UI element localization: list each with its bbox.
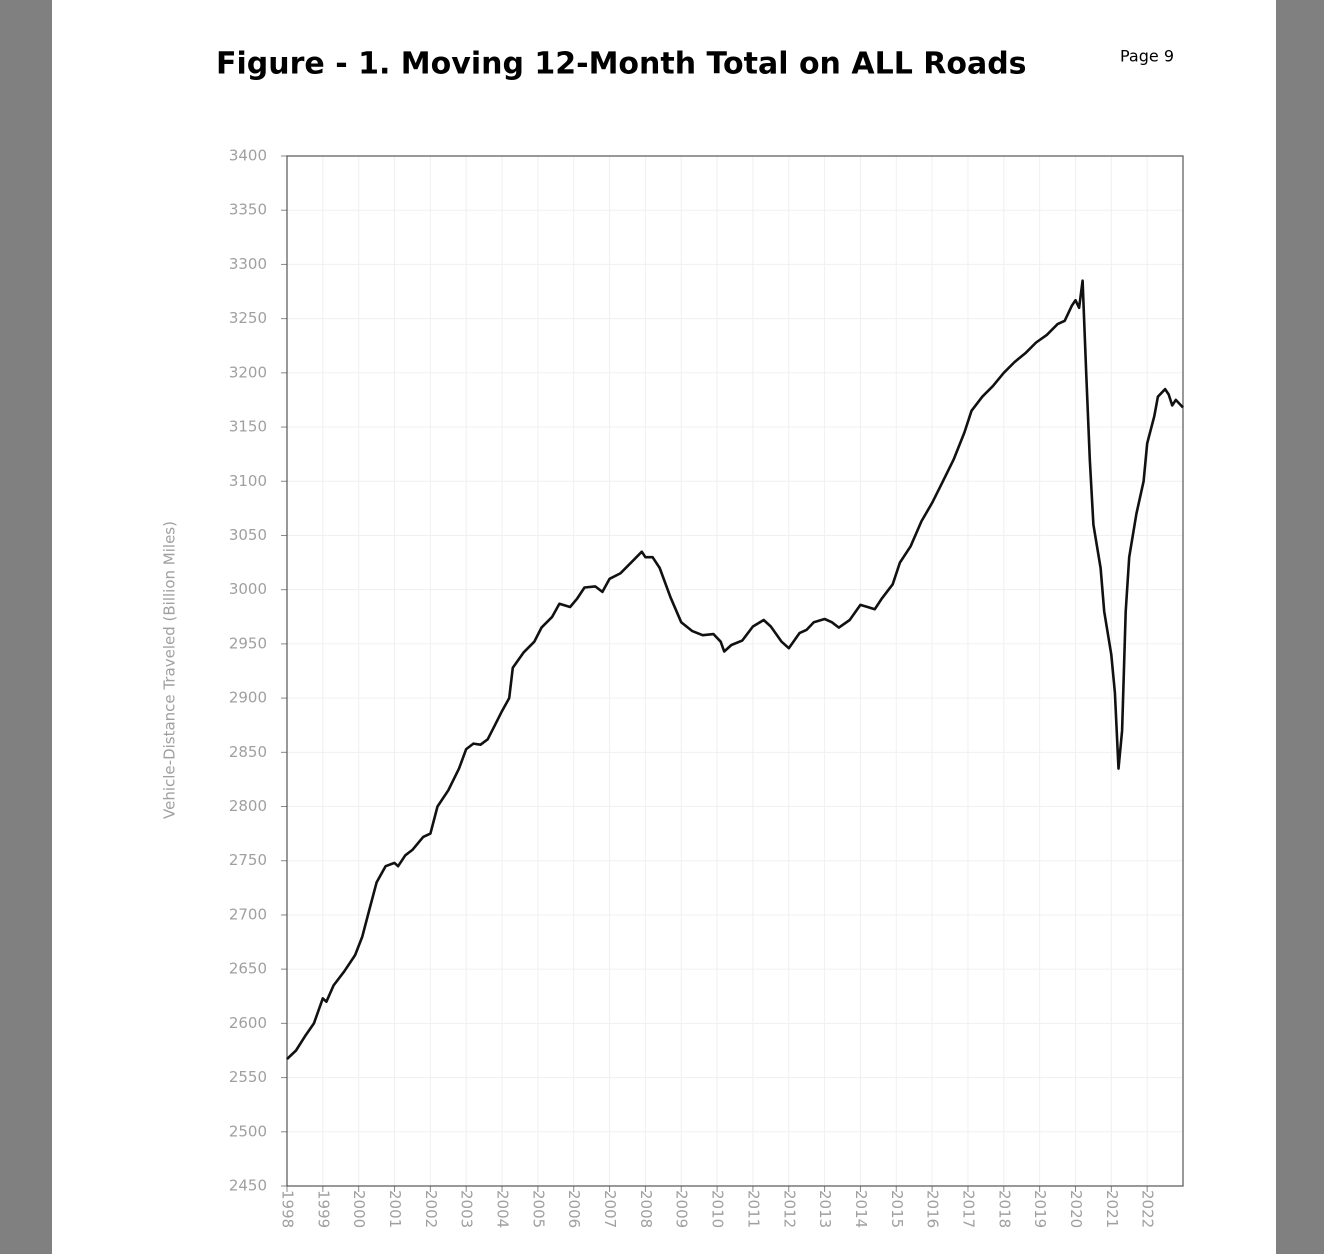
y-tick-label: 3250 <box>229 309 267 327</box>
x-tick-label: 2009 <box>673 1190 691 1228</box>
x-tick-label: 2007 <box>601 1190 619 1228</box>
plot-frame <box>286 155 1184 1187</box>
y-tick-label: 3100 <box>229 472 267 490</box>
y-tick-label: 2600 <box>229 1014 267 1032</box>
x-tick-label: 2008 <box>637 1190 655 1228</box>
page-label: Page 9 <box>1120 47 1174 66</box>
x-tick-label: 2004 <box>494 1190 512 1228</box>
document-page <box>52 0 1276 1254</box>
y-tick-label: 3300 <box>229 255 267 273</box>
figure-title: Figure - 1. Moving 12-Month Total on ALL… <box>216 47 1027 82</box>
y-tick-label: 2800 <box>229 797 267 815</box>
x-tick-label: 2014 <box>852 1190 870 1228</box>
y-tick-label: 3050 <box>229 526 267 544</box>
x-tick-label: 2006 <box>565 1190 583 1228</box>
x-tick-label: 2003 <box>458 1190 476 1228</box>
x-tick-label: 2015 <box>888 1190 906 1228</box>
y-tick-label: 2550 <box>229 1068 267 1086</box>
y-tick-label: 2950 <box>229 634 267 652</box>
y-tick-label: 2850 <box>229 743 267 761</box>
y-tick-label: 2750 <box>229 851 267 869</box>
y-tick-label: 3150 <box>229 418 267 436</box>
y-tick-label: 2650 <box>229 960 267 978</box>
y-tick-label: 3350 <box>229 201 267 219</box>
x-tick-label: 2010 <box>709 1190 727 1228</box>
y-tick-label: 2500 <box>229 1122 267 1140</box>
x-tick-label: 2013 <box>816 1190 834 1228</box>
data-line <box>286 279 1184 1061</box>
x-tick-label: 1999 <box>314 1190 332 1228</box>
x-tick-label: 2019 <box>1031 1190 1049 1228</box>
y-tick-label: 3000 <box>229 580 267 598</box>
y-tick-label: 2450 <box>229 1177 267 1195</box>
y-tick-label: 3400 <box>229 147 267 165</box>
x-tick-label: 2022 <box>1139 1190 1157 1228</box>
x-tick-label: 2001 <box>386 1190 404 1228</box>
x-tick-label: 2002 <box>422 1190 440 1228</box>
x-tick-label: 1998 <box>279 1190 297 1228</box>
x-tick-label: 2017 <box>959 1190 977 1228</box>
x-tick-label: 2005 <box>529 1190 547 1228</box>
y-axis-label: Vehicle-Distance Traveled (Billion Miles… <box>161 521 179 819</box>
x-tick-label: 2016 <box>924 1190 942 1228</box>
x-tick-label: 2012 <box>780 1190 798 1228</box>
y-tick-label: 2700 <box>229 905 267 923</box>
y-tick-label: 3200 <box>229 363 267 381</box>
x-tick-label: 2020 <box>1067 1190 1085 1228</box>
y-tick-label: 2900 <box>229 689 267 707</box>
x-tick-label: 2018 <box>995 1190 1013 1228</box>
x-tick-label: 2011 <box>744 1190 762 1228</box>
x-tick-label: 2021 <box>1103 1190 1121 1228</box>
x-tick-label: 2000 <box>350 1190 368 1228</box>
